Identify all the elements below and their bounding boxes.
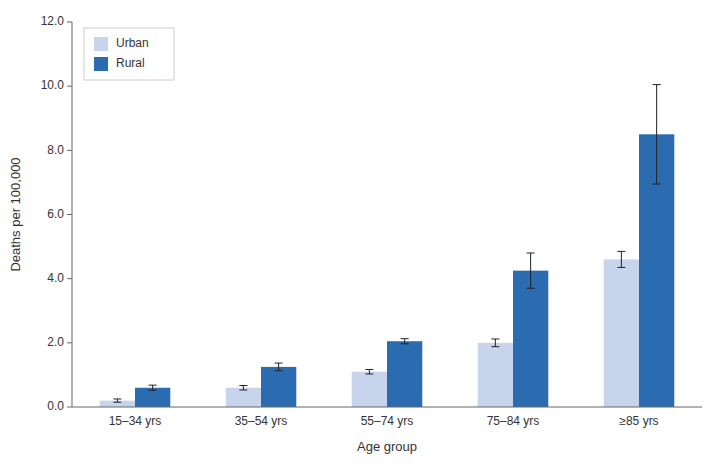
x-axis-line	[72, 407, 702, 408]
bar	[604, 259, 639, 407]
bar	[387, 341, 422, 407]
bar	[352, 372, 387, 407]
error-bar	[239, 386, 247, 390]
error-cap	[365, 369, 373, 370]
y-tick-label: 12.0	[41, 14, 65, 28]
legend-label: Urban	[116, 36, 149, 50]
bar	[135, 388, 170, 407]
legend-swatch	[94, 37, 108, 51]
y-axis-line	[72, 22, 73, 407]
y-tick-label: 8.0	[47, 143, 64, 157]
error-cap	[617, 267, 625, 268]
series-1	[135, 85, 674, 407]
error-bar	[653, 85, 661, 184]
error-bar	[527, 253, 535, 288]
x-axis: 15–34 yrs 35–54 yrs 55–74 yrs 75–84 yrs ≥85 …	[72, 407, 702, 428]
error-cap	[653, 84, 661, 85]
error-bar	[617, 251, 625, 267]
y-tick-label: 6.0	[47, 207, 64, 221]
y-tick	[67, 150, 72, 151]
x-tick-label: 55–74 yrs	[361, 414, 414, 428]
y-axis: 0.0 2.0 4.0 6.0 8.0 10.0 12.0	[41, 14, 72, 413]
error-cap	[275, 370, 283, 371]
legend-label: Rural	[116, 56, 145, 70]
error-stem	[656, 85, 657, 184]
chart-container: 0.0 2.0 4.0 6.0 8.0 10.0 12.0 15–34 yrs 35–54 yr…	[0, 0, 724, 465]
error-stem	[404, 339, 405, 344]
bar	[226, 388, 261, 407]
error-cap	[113, 402, 121, 403]
legend-frame	[84, 28, 174, 80]
bars	[100, 85, 675, 407]
chart-svg: 0.0 2.0 4.0 6.0 8.0 10.0 12.0 15–34 yrs 35–54 yr…	[0, 0, 724, 465]
error-cap	[113, 398, 121, 399]
error-cap	[491, 338, 499, 339]
y-tick-label: 2.0	[47, 335, 64, 349]
y-tick-label: 10.0	[41, 78, 65, 92]
x-tick-label: 15–34 yrs	[109, 414, 162, 428]
error-cap	[491, 346, 499, 347]
x-axis-title: Age group	[357, 439, 417, 454]
error-cap	[365, 373, 373, 374]
error-bar	[149, 385, 157, 390]
error-stem	[369, 369, 370, 373]
legend-swatch	[94, 57, 108, 71]
error-stem	[495, 339, 496, 347]
error-stem	[530, 253, 531, 288]
error-cap	[239, 389, 247, 390]
error-cap	[653, 184, 661, 185]
error-cap	[527, 288, 535, 289]
error-bar	[491, 339, 499, 347]
error-cap	[401, 338, 409, 339]
series-0	[100, 251, 639, 407]
bar	[513, 271, 548, 407]
y-tick	[67, 278, 72, 279]
error-cap	[149, 390, 157, 391]
y-tick-label: 0.0	[47, 399, 64, 413]
y-tick	[67, 214, 72, 215]
error-cap	[401, 343, 409, 344]
error-bar	[275, 363, 283, 371]
error-stem	[152, 385, 153, 390]
x-tick-label: 75–84 yrs	[487, 414, 540, 428]
error-bar	[365, 369, 373, 373]
error-cap	[239, 385, 247, 386]
x-tick-label: ≥85 yrs	[619, 414, 658, 428]
y-tick	[67, 407, 72, 408]
y-tick	[67, 22, 72, 23]
error-stem	[243, 386, 244, 390]
error-stem	[278, 363, 279, 371]
y-axis-title: Deaths per 100,000	[8, 157, 23, 271]
error-cap	[617, 251, 625, 252]
x-tick-label: 35–54 yrs	[235, 414, 288, 428]
y-tick	[67, 342, 72, 343]
y-tick-label: 4.0	[47, 271, 64, 285]
bar	[478, 343, 513, 407]
error-bar	[401, 339, 409, 344]
error-cap	[149, 385, 157, 386]
error-bar	[113, 399, 121, 402]
bar	[261, 367, 296, 407]
error-stem	[621, 251, 622, 267]
legend: Urban Rural	[84, 28, 174, 80]
error-cap	[527, 253, 535, 254]
y-tick	[67, 86, 72, 87]
error-cap	[275, 363, 283, 364]
